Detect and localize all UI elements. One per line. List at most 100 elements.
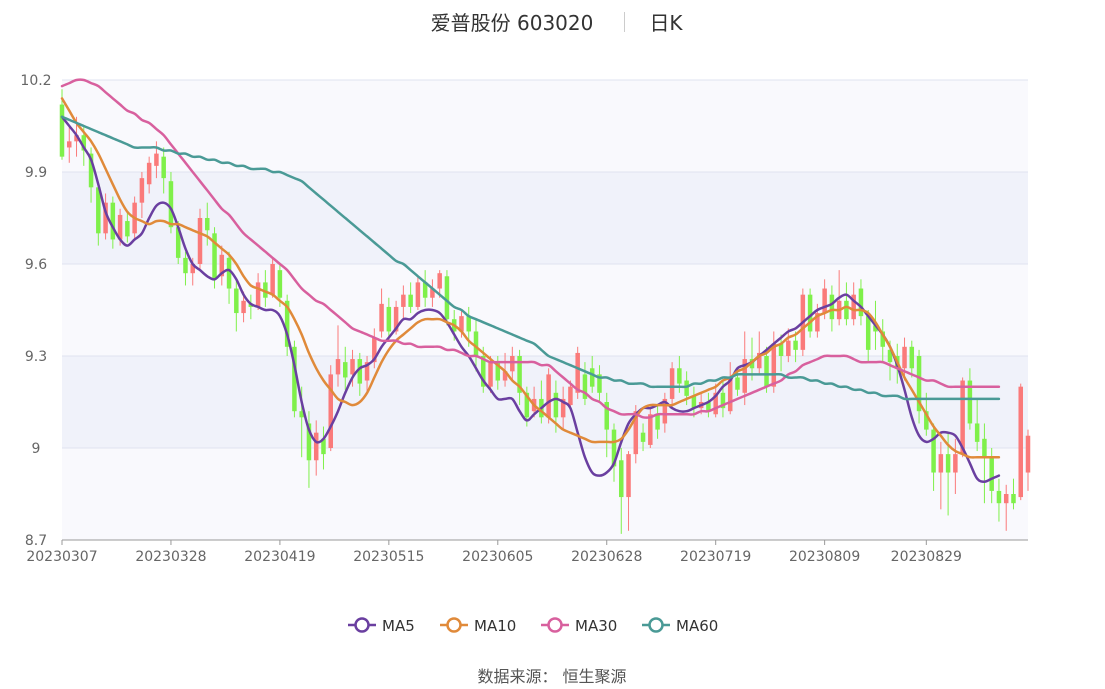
candle-body	[241, 300, 246, 314]
background-bands	[62, 80, 1028, 540]
candle	[619, 448, 624, 534]
candle	[996, 478, 1002, 522]
legend-label: MA10	[474, 617, 516, 635]
candle	[110, 196, 116, 249]
candle-body	[742, 359, 747, 393]
candle	[909, 340, 915, 378]
candle-body	[459, 316, 464, 332]
candle	[648, 408, 653, 448]
candle	[706, 392, 711, 418]
candle-body	[321, 438, 326, 455]
candle-body	[255, 282, 261, 307]
candle	[226, 251, 232, 304]
candle-body	[510, 356, 515, 372]
moving-average-lines	[60, 78, 1001, 483]
candle-body	[640, 432, 646, 442]
candle-body	[604, 402, 609, 430]
candle-body	[757, 352, 762, 369]
candle	[96, 184, 101, 246]
candle	[415, 276, 421, 310]
candle	[982, 423, 987, 504]
candle-body	[982, 438, 987, 458]
candle-body	[793, 340, 798, 350]
candle	[938, 441, 944, 510]
candle	[146, 156, 152, 194]
candle-body	[924, 411, 929, 430]
candle	[328, 365, 333, 452]
candle-body	[938, 454, 944, 473]
candle-body	[277, 270, 283, 298]
candle-body	[1011, 494, 1016, 504]
legend-label: MA5	[382, 617, 415, 635]
legend-item-ma5: MA5	[348, 617, 415, 635]
candle-body	[175, 227, 181, 258]
candle	[611, 423, 617, 482]
candle-body	[844, 300, 849, 320]
candle-body	[865, 316, 871, 350]
candle	[408, 282, 413, 314]
candle	[372, 328, 377, 369]
x-tick-label: 20230515	[353, 549, 424, 565]
candle	[858, 279, 864, 326]
candle-body	[495, 362, 501, 381]
candle-body	[815, 313, 820, 332]
candle-body	[313, 432, 319, 461]
candle-body	[226, 257, 232, 289]
candle-body	[597, 374, 602, 393]
candle	[829, 285, 835, 332]
candle-body	[386, 306, 392, 332]
candle-body	[110, 202, 116, 240]
candle	[183, 251, 188, 286]
candle	[669, 362, 675, 409]
candle-body	[953, 454, 958, 473]
candle-body	[444, 276, 450, 320]
candle	[960, 377, 965, 458]
candle-body	[807, 294, 813, 332]
y-tick-label: 9.3	[25, 349, 47, 365]
legend-item-ma60: MA60	[642, 617, 718, 635]
candle	[205, 202, 210, 246]
candle-body	[219, 254, 225, 277]
candle-body	[546, 374, 551, 418]
candle	[67, 126, 72, 163]
x-tick-label: 20230628	[571, 549, 642, 565]
candle	[343, 346, 348, 390]
legend-item-ma30: MA30	[541, 617, 617, 635]
candle-body	[662, 398, 668, 424]
candle-body	[1025, 435, 1031, 473]
y-tick-label: 8.7	[25, 533, 47, 549]
candle-body	[1003, 494, 1009, 504]
candle-body	[437, 273, 442, 289]
candle-body	[364, 362, 370, 381]
candle-body	[691, 395, 697, 409]
candle	[139, 172, 145, 218]
legend-marker	[354, 617, 370, 633]
candle-body	[967, 380, 973, 424]
candle	[219, 245, 225, 286]
candle-body	[357, 359, 363, 384]
candle-body	[720, 392, 726, 409]
candle	[263, 270, 268, 307]
x-tick-label: 20230809	[789, 549, 860, 565]
y-tick-label: 9.6	[25, 257, 47, 273]
candle-body	[880, 331, 885, 347]
candle-body	[205, 218, 210, 231]
candle-body	[858, 288, 864, 317]
legend-item-ma10: MA10	[440, 617, 516, 635]
candle-body	[183, 257, 188, 274]
candle	[335, 325, 341, 387]
candle	[764, 346, 769, 393]
candle-body	[270, 264, 275, 295]
candle	[103, 193, 108, 240]
candle-body	[74, 135, 79, 142]
candle-body	[168, 181, 174, 228]
candle-body	[560, 398, 566, 418]
candle-body	[553, 392, 559, 418]
candle-body	[212, 233, 217, 280]
candle	[422, 270, 428, 307]
candle	[626, 451, 631, 531]
candle	[851, 282, 856, 326]
background-band	[62, 356, 1028, 448]
header-divider	[624, 12, 625, 32]
